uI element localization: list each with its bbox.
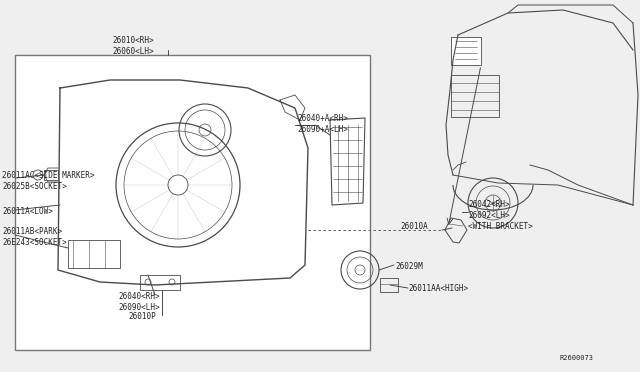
Text: 26010A: 26010A — [400, 222, 428, 231]
Text: 26040<RH>
26090<LH>: 26040<RH> 26090<LH> — [118, 292, 159, 312]
Bar — [451, 37, 481, 65]
Bar — [44, 170, 58, 180]
Text: 26011A<LOW>: 26011A<LOW> — [2, 207, 53, 216]
Text: 26042<RH>
26092<LH>
<WITH BRACKET>: 26042<RH> 26092<LH> <WITH BRACKET> — [468, 200, 532, 231]
Text: 26011AA<HIGH>: 26011AA<HIGH> — [408, 284, 468, 293]
Bar — [451, 75, 499, 117]
Bar — [380, 278, 398, 292]
Text: 26010P: 26010P — [128, 312, 156, 321]
Text: 26010<RH>
26060<LH>: 26010<RH> 26060<LH> — [112, 36, 154, 56]
Text: 26011AB<PARK>
26E243<SOCKET>: 26011AB<PARK> 26E243<SOCKET> — [2, 227, 67, 247]
Text: 26011AC<SIDE MARKER>
26025B<SOCKET>: 26011AC<SIDE MARKER> 26025B<SOCKET> — [2, 171, 95, 191]
Text: 26040+A<RH>
26090+A<LH>: 26040+A<RH> 26090+A<LH> — [297, 114, 348, 134]
Bar — [140, 275, 180, 290]
Bar — [15, 55, 370, 350]
Bar — [68, 240, 120, 268]
Text: R2600073: R2600073 — [560, 355, 594, 361]
Text: 26029M: 26029M — [395, 262, 423, 271]
